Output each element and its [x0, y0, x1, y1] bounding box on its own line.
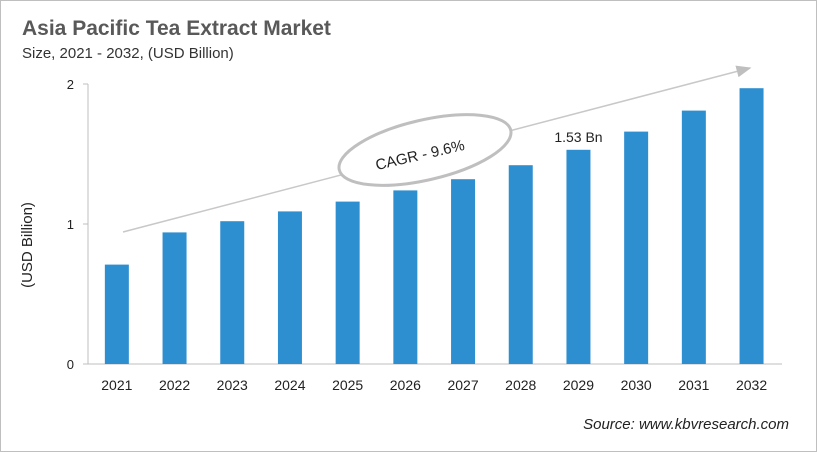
bar-2032	[739, 88, 764, 364]
chart-title: Asia Pacific Tea Extract Market	[22, 17, 331, 40]
x-tick-label: 2026	[390, 377, 421, 393]
y-axis-label: (USD Billion)	[19, 202, 36, 288]
bar-2031	[681, 110, 706, 364]
x-tick-label: 2029	[563, 377, 594, 393]
y-tick-label: 0	[67, 357, 74, 372]
bar-2029	[566, 149, 591, 364]
bar-2022	[162, 232, 187, 364]
bar-2030	[624, 131, 649, 364]
bar-2023	[220, 221, 245, 364]
y-tick-label: 1	[67, 217, 74, 232]
cagr-ellipse	[337, 113, 513, 187]
bar-2025	[335, 201, 360, 364]
chart-subtitle: Size, 2021 - 2032, (USD Billion)	[22, 45, 234, 62]
bar-2027	[451, 179, 476, 364]
x-tick-label: 2021	[101, 377, 132, 393]
bar-2024	[277, 211, 302, 364]
y-tick-label: 2	[67, 77, 74, 92]
data-label: 1.53 Bn	[554, 129, 602, 145]
x-tick-label: 2027	[447, 377, 478, 393]
bar-2021	[104, 264, 129, 364]
x-tick-label: 2031	[678, 377, 709, 393]
bar-2026	[393, 190, 418, 364]
x-tick-label: 2030	[621, 377, 652, 393]
source-note: Source: www.kbvresearch.com	[583, 416, 789, 433]
x-tick-label: 2032	[736, 377, 767, 393]
bar-2028	[508, 165, 533, 364]
x-tick-label: 2024	[274, 377, 305, 393]
x-tick-label: 2022	[159, 377, 190, 393]
x-tick-label: 2023	[217, 377, 248, 393]
x-tick-label: 2025	[332, 377, 363, 393]
x-tick-label: 2028	[505, 377, 536, 393]
